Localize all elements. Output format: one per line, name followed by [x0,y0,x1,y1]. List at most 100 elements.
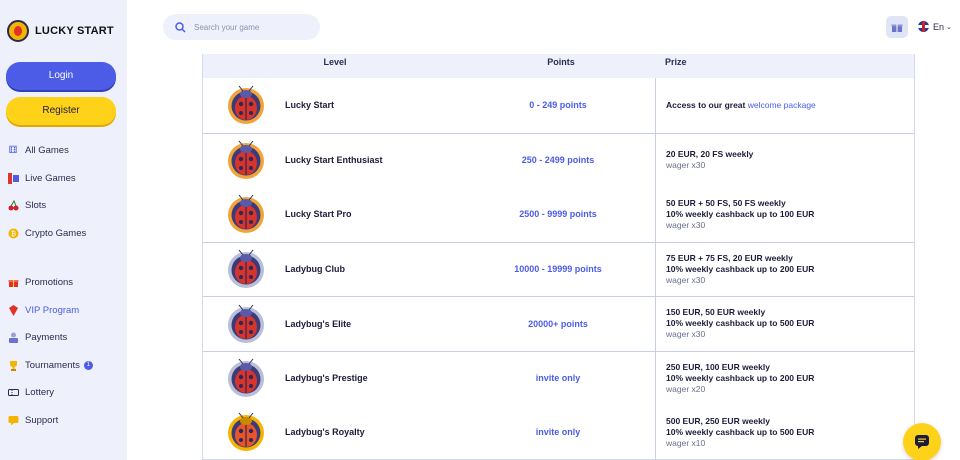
sidebar-item-label: Support [25,414,59,426]
cherry-icon [7,200,19,212]
column-header-points: Points [547,57,575,67]
payments-icon [7,332,19,344]
sidebar-item-vip-program[interactable]: VIP Program [7,297,125,325]
sidebar-item-label: VIP Program [25,304,80,316]
ladybug-badge-icon [226,357,266,399]
language-label: En [933,21,945,32]
gift-box-icon [891,24,903,32]
level-name: Lucky Start Pro [285,209,352,220]
live-icon [7,172,19,184]
search-input[interactable] [194,22,314,32]
sidebar-item-label: Payments [25,332,68,344]
vip-levels-table: Level Points Prize Lucky Start 0 - 249 p… [202,54,915,460]
prize-wager: wager x10 [666,437,706,448]
prize-cashback: 10% weekly cashback up to 500 EUR [666,426,815,437]
level-prize: 250 EUR, 100 EUR weekly 10% weekly cashba… [655,351,915,405]
sidebar-item-label: Slots [25,200,47,212]
level-name: Ladybug's Elite [285,318,352,329]
level-points: 10000 - 19999 points [514,264,602,275]
prize-cashback: 10% weekly cashback up to 200 EUR [666,263,815,274]
sidebar-item-crypto-games[interactable]: ₿ Crypto Games [7,220,125,248]
prize-wager: wager x30 [666,160,706,171]
level-points: 0 - 249 points [529,100,587,111]
sidebar-item-payments[interactable]: Payments [7,324,125,352]
table-row: Ladybug Club 10000 - 19999 points 75 EUR… [203,241,915,296]
language-selector[interactable]: En ⌄ [918,21,952,32]
ladybug-badge-icon [226,248,266,290]
brand-logo[interactable]: LUCKY START [7,20,114,42]
level-prize: 150 EUR, 50 EUR weekly 10% weekly cashbac… [655,297,915,351]
sidebar: LUCKY START Login Register ⚅ All Games L… [0,0,127,460]
level-name: Ladybug's Royalty [285,427,365,438]
sidebar-item-lottery[interactable]: Lottery [7,379,125,407]
login-button[interactable]: Login [6,62,116,90]
register-button[interactable]: Register [6,97,116,125]
prize-wager: wager x20 [666,383,706,394]
prize-bonus: 50 EUR + 50 FS, 50 FS weekly [666,197,786,208]
level-name: Ladybug Club [285,264,345,275]
sidebar-item-slots[interactable]: Slots [7,192,125,220]
level-prize: 20 EUR, 20 FS weekly wager x30 [655,133,915,187]
level-points: invite only [535,427,581,438]
table-header: Level Points Prize [203,54,914,78]
table-row: Lucky Start Pro 2500 - 9999 points 50 EU… [203,187,914,242]
prize-bonus: 500 EUR, 250 EUR weekly [666,415,770,426]
prize-cashback: 10% weekly cashback up to 500 EUR [666,318,815,329]
secondary-nav: Promotions VIP Program Payments Tourname… [7,269,125,434]
sidebar-item-label: Lottery [25,387,55,399]
prize-bonus: 250 EUR, 100 EUR weekly [666,361,770,372]
level-name: Ladybug's Prestige [285,373,368,384]
sidebar-item-label: Crypto Games [25,227,87,239]
prize-bonus: 150 EUR, 50 EUR weekly [666,307,766,318]
ticket-icon [7,387,19,399]
brand-name: LUCKY START [35,25,114,37]
table-row: Ladybug's Prestige invite only 250 EUR, … [203,350,915,405]
coin-icon: ₿ [7,227,19,239]
chat-bubble-icon [915,435,929,449]
level-prize: 75 EUR + 75 FS, 20 EUR weekly 10% weekly … [655,242,915,296]
svg-text:₿: ₿ [10,230,15,238]
prize-bonus: 75 EUR + 75 FS, 20 EUR weekly [666,252,793,263]
sidebar-item-label: All Games [25,145,69,157]
prize-bonus: 20 EUR, 20 FS weekly [666,149,754,160]
ladybug-logo-icon [7,20,29,42]
sidebar-item-all-games[interactable]: ⚅ All Games [7,137,125,165]
prize-line: Access to our great welcome package [666,99,816,110]
table-row: Lucky Start 0 - 249 points Access to our… [203,78,914,133]
level-points: 20000+ points [528,318,588,329]
level-prize: 50 EUR + 50 FS, 50 FS weekly 10% weekly c… [655,187,915,242]
sidebar-item-promotions[interactable]: Promotions [7,269,125,297]
prize-wager: wager x30 [666,274,706,285]
level-name: Lucky Start [285,100,335,111]
search-icon [175,21,186,33]
uk-flag-icon [918,21,929,32]
welcome-package-link[interactable]: welcome package [747,99,816,110]
prize-wager: wager x30 [666,329,706,340]
ladybug-badge-icon [226,303,266,345]
chat-support-button[interactable] [903,423,941,460]
column-header-level: Level [323,57,347,67]
gift-icon [7,277,19,289]
sidebar-item-support[interactable]: Support [7,407,125,435]
level-points: invite only [535,373,581,384]
table-row: Ladybug's Royalty invite only 500 EUR, 2… [203,405,914,460]
prize-wager: wager x30 [666,219,706,230]
level-name: Lucky Start Enthusiast [285,155,383,166]
dice-icon: ⚅ [8,144,18,156]
table-row: Lucky Start Enthusiast 250 - 2499 points… [203,132,915,187]
prize-cashback: 10% weekly cashback up to 100 EUR [666,208,815,219]
sidebar-item-live-games[interactable]: Live Games [7,165,125,193]
bonus-gift-button[interactable] [886,16,908,38]
sidebar-item-label: Promotions [25,277,74,289]
prize-cashback: 10% weekly cashback up to 200 EUR [666,372,815,383]
chevron-down-icon: ⌄ [946,23,952,31]
support-icon [7,414,19,426]
ladybug-badge-icon [226,411,266,453]
main-nav: ⚅ All Games Live Games Slots ₿ Crypto Ga… [7,137,125,247]
column-header-prize: Prize [665,57,687,67]
level-points: 250 - 2499 points [521,155,595,166]
sidebar-item-tournaments[interactable]: Tournaments 1 [7,352,125,380]
level-prize: Access to our great welcome package [655,78,915,133]
level-points: 2500 - 9999 points [519,209,597,220]
search-bar[interactable] [163,14,320,40]
